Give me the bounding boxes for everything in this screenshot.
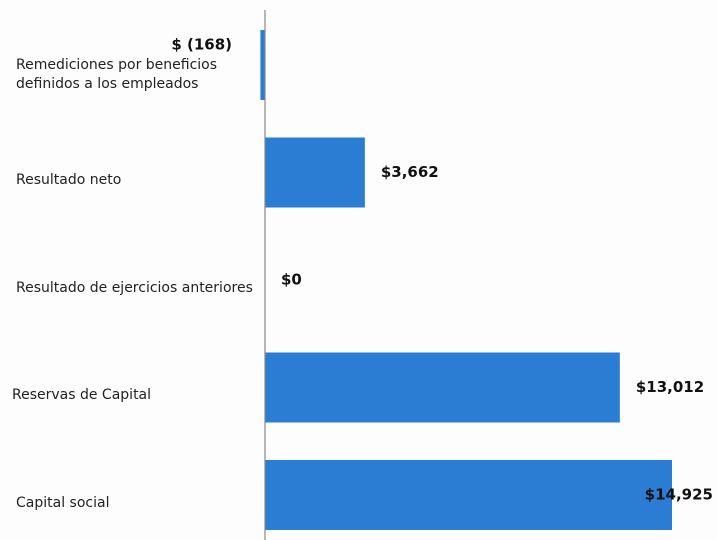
value-label: $0 [281, 271, 302, 289]
value-label: $13,012 [636, 378, 704, 396]
category-label: Reservas de Capital [12, 387, 152, 403]
value-label: $ (168) [171, 36, 232, 54]
category-label: Resultado de ejercicios anteriores [16, 279, 253, 296]
value-label: $3,662 [381, 163, 439, 181]
bar [265, 137, 365, 208]
value-label: $14,925 [645, 486, 713, 504]
category-label: Resultado neto [16, 172, 122, 188]
bar [260, 30, 265, 100]
category-label: Capital social [16, 494, 110, 511]
bar [265, 352, 620, 423]
category-label: Remediciones por beneficios definidos a … [16, 57, 218, 92]
bar [265, 460, 672, 530]
